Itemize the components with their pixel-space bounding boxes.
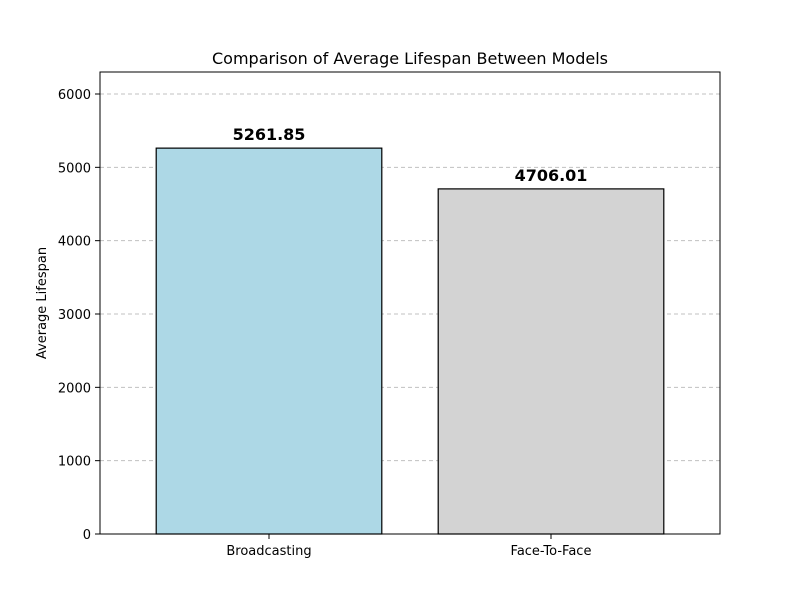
- x-tick-label: Face-To-Face: [511, 544, 592, 559]
- y-tick-label: 5000: [58, 161, 91, 176]
- bars: [155, 147, 665, 535]
- y-tick-label: 2000: [58, 381, 91, 396]
- bar-face-to-face: [437, 188, 665, 535]
- bar-broadcasting: [155, 147, 383, 535]
- y-tick-label: 3000: [58, 308, 91, 323]
- value-label: 4706.01: [515, 166, 588, 185]
- value-label: 5261.85: [233, 125, 306, 144]
- y-tick-label: 0: [83, 528, 91, 543]
- value-labels: 5261.85 4706.01: [233, 125, 588, 185]
- y-axis: 0 1000 2000 3000 4000 5000 6000: [58, 88, 100, 543]
- plot-frame: [99, 71, 721, 535]
- y-tick-label: 4000: [58, 235, 91, 250]
- y-tick-label: 6000: [58, 88, 91, 103]
- x-tick-label: Broadcasting: [226, 544, 311, 559]
- y-axis-title: Average Lifespan: [35, 247, 50, 359]
- chart-title: Comparison of Average Lifespan Between M…: [212, 49, 608, 68]
- y-tick-label: 1000: [58, 455, 91, 470]
- x-axis: Broadcasting Face-To-Face: [226, 534, 591, 559]
- y-gridlines: [100, 93, 720, 462]
